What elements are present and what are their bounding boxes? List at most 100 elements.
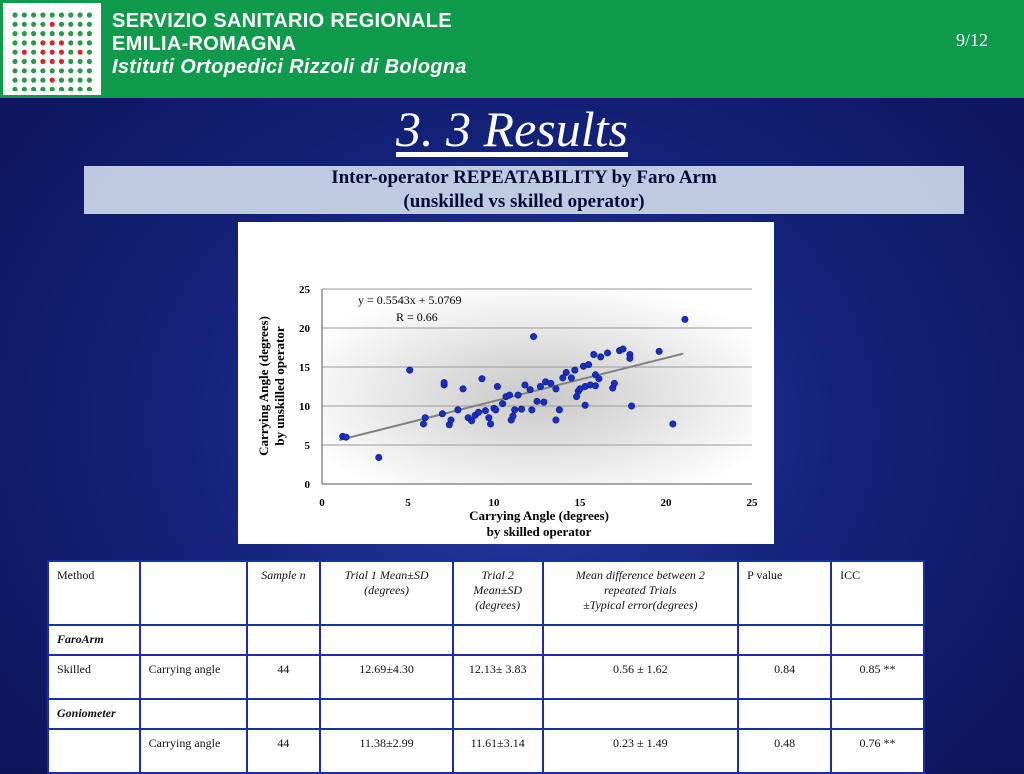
subtitle-line-2: (unskilled vs skilled operator) — [403, 191, 645, 212]
header-line-1: SERVIZIO SANITARIO REGIONALE — [112, 10, 452, 32]
data-point — [552, 416, 560, 424]
data-point — [493, 383, 501, 391]
data-point — [514, 391, 522, 399]
header-mean-difference: Mean difference between 2 repeated Trial… — [541, 560, 740, 626]
data-point — [681, 315, 689, 323]
header-sample: Sample n — [245, 560, 322, 626]
header-trial1: Trial 1 Mean±SD (degrees) — [319, 560, 454, 626]
data-point — [406, 366, 414, 374]
y-axis-label-line-1: Carrying Angle (degrees) — [256, 316, 271, 456]
data-point — [487, 420, 495, 428]
data-point — [585, 361, 593, 369]
data-point — [540, 398, 548, 406]
data-point — [454, 406, 462, 414]
data-point — [595, 375, 603, 383]
data-point — [342, 433, 350, 441]
data-point — [440, 379, 448, 387]
cell-pvalue: 0.84 — [737, 654, 833, 700]
data-point — [528, 406, 536, 414]
results-table: Method Sample n Trial 1 Mean±SD (degrees… — [47, 560, 925, 774]
empty-cell — [245, 698, 322, 730]
data-point — [597, 353, 605, 361]
section-label-faroarm: FaroArm — [47, 624, 141, 656]
cell-trial2: 12.13± 3.83 — [451, 654, 544, 700]
data-point — [562, 368, 570, 376]
cell-trial1: 11.38±2.99 — [319, 728, 454, 774]
x-tick-label: 25 — [747, 497, 759, 509]
data-point — [547, 379, 555, 387]
empty-cell — [138, 624, 248, 656]
empty-cell — [737, 698, 833, 730]
header-method: Method — [47, 560, 141, 626]
cell-sample: 44 — [245, 654, 322, 700]
data-point — [555, 406, 563, 414]
data-point — [511, 406, 519, 414]
header-icc: ICC — [830, 560, 925, 626]
table-row-skilled: Skilled Carrying angle 44 12.69±4.30 12.… — [47, 654, 925, 700]
data-point — [375, 453, 383, 461]
header-meandiff-line-3: ±Typical error(degrees) — [583, 598, 698, 612]
scatter-chart: 0 5 10 15 20 25 0 5 10 15 20 25 y = 0.5543x + 5.076… — [256, 284, 759, 539]
cell-method: Skilled — [47, 654, 141, 700]
data-point — [499, 400, 507, 408]
cell-icc: 0.76 ** — [830, 728, 925, 774]
empty-cell — [319, 624, 454, 656]
cell-icc: 0.85 ** — [830, 654, 925, 700]
table-section-faroarm: FaroArm — [47, 624, 925, 656]
cell-pvalue: 0.48 — [737, 728, 833, 774]
data-point — [447, 416, 455, 424]
data-point — [536, 383, 544, 391]
x-tick-label: 15 — [575, 497, 587, 509]
header-meandiff-line-2: repeated Trials — [604, 583, 677, 597]
data-point — [509, 412, 517, 420]
cell-sample: 44 — [245, 728, 322, 774]
data-point — [581, 401, 589, 409]
data-point — [571, 366, 579, 374]
section-label-goniometer: Goniometer — [47, 698, 141, 730]
data-point — [419, 420, 427, 428]
empty-cell — [541, 698, 740, 730]
data-point — [604, 349, 612, 357]
header-meandiff-line-1: Mean difference between 2 — [575, 568, 705, 582]
empty-cell — [830, 624, 925, 656]
data-point — [533, 397, 541, 405]
data-point — [559, 374, 567, 382]
table-header-row: Method Sample n Trial 1 Mean±SD (degrees… — [47, 560, 925, 626]
scatter-chart-panel: 0 5 10 15 20 25 0 5 10 15 20 25 y = 0.5543x + 5.076… — [238, 222, 774, 544]
data-point — [628, 402, 636, 410]
data-point — [475, 408, 483, 416]
y-tick-label: 5 — [305, 440, 311, 452]
r-value-label: R = 0.66 — [396, 310, 438, 324]
trend-equation: y = 0.5543x + 5.0769 — [358, 293, 462, 307]
empty-cell — [451, 698, 544, 730]
data-point — [591, 382, 599, 390]
y-tick-label: 0 — [305, 479, 311, 491]
subtitle-box: Inter-operator REPEATABILITY by Faro Arm… — [84, 166, 964, 214]
page-number: 9/12 — [955, 30, 988, 50]
slide-title-wrap: 3. 3 Results — [0, 100, 1024, 158]
ssr-logo — [3, 3, 101, 95]
empty-cell — [245, 624, 322, 656]
x-tick-label: 20 — [661, 497, 673, 509]
empty-cell — [830, 698, 925, 730]
data-point — [485, 414, 493, 422]
data-point — [518, 405, 526, 413]
cell-meandiff: 0.56 ± 1.62 — [541, 654, 740, 700]
data-point — [610, 379, 618, 387]
cell-trial1: 12.69±4.30 — [319, 654, 454, 700]
data-point — [478, 375, 486, 383]
x-tick-label: 0 — [319, 497, 325, 509]
data-point — [505, 391, 513, 399]
data-point — [669, 420, 677, 428]
data-point — [421, 414, 429, 422]
data-point — [468, 417, 476, 425]
subtitle-line-1: Inter-operator REPEATABILITY by Faro Arm — [331, 167, 717, 188]
y-axis-label-line-2: by unskilled operator — [272, 326, 287, 445]
header-text: SERVIZIO SANITARIO REGIONALE EMILIA-ROMA… — [112, 10, 467, 79]
cell-meandiff: 0.23 ± 1.49 — [541, 728, 740, 774]
cell-measure: Carrying angle — [138, 728, 248, 774]
y-tick-label: 15 — [299, 362, 311, 374]
header-empty — [138, 560, 248, 626]
data-point — [521, 381, 529, 389]
header-pvalue: P value — [737, 560, 833, 626]
